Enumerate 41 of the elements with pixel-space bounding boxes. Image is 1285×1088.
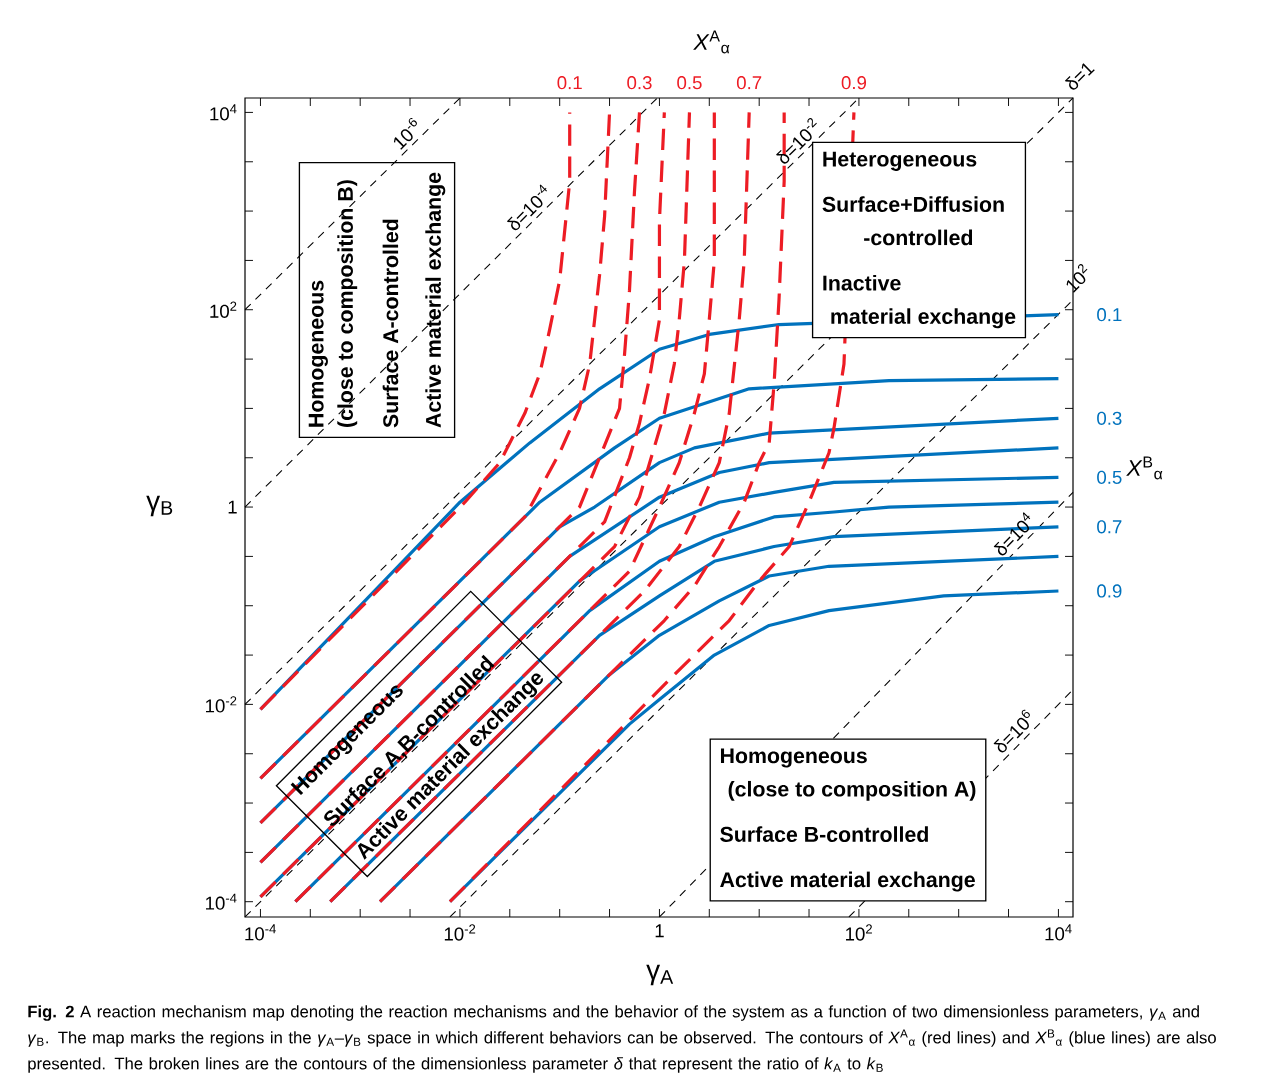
annotation: Homogeneous [308, 280, 328, 427]
text: 0.9 [1097, 584, 1122, 598]
y-tick-label: 10$^{4}$ [210, 104, 237, 121]
series-label: 0.9 [841, 76, 867, 90]
annotation: 10$^{2}$ [1066, 264, 1088, 293]
annotation: δ=1 [1064, 63, 1095, 90]
series-label: 0.7 [736, 76, 762, 90]
annotation: Homogeneous [720, 748, 867, 768]
annotation: Active material exchange [425, 172, 446, 428]
series-label: 0.1 [557, 76, 582, 90]
annotation: Surface+Diffusion [822, 196, 1004, 212]
x-tick-label: 1 [655, 924, 664, 938]
series-label: 0.5 [677, 76, 702, 90]
annotation: Surface A-controlled [382, 219, 399, 428]
text: 0.5 [1097, 470, 1122, 484]
annotation: Surface B-controlled [720, 826, 928, 842]
x2-axis-title: X$^{A}$α [693, 30, 730, 54]
annotation: material exchange [831, 308, 1016, 329]
annotation: Active material exchange [720, 871, 975, 892]
x-tick-label: 10$^{4}$ [1045, 924, 1072, 941]
annotation: (close to composition B) [337, 180, 358, 427]
series-label: 0.3 [627, 76, 652, 90]
text: 0.3 [1097, 411, 1122, 425]
x-axis-title: γ$_{A}$ [646, 964, 674, 986]
annotation: (close to composition A) [728, 780, 976, 801]
annotation: 10$^{-6}$ [393, 118, 417, 150]
annotation: Inactive [823, 274, 901, 291]
text: 0.7 [1097, 520, 1122, 534]
x-tick-label: 10$^{2}$ [846, 924, 872, 941]
annotation: Heterogeneous [823, 151, 977, 171]
y-tick-label: 10$^{2}$ [210, 301, 237, 318]
text: 0.1 [1097, 308, 1122, 322]
text: Fig. 2 A reaction mechanism map denoting the reaction mechanisms and the behavior of the system as a function of two dimensionless parameters, γ$_{A}$ and γ$_{B}$. The map marks the regions in the γ$_{A}$–γ$_{B}$ space in which different behaviors can be observed. The contours of X$^{A}$$_{α}$ (red lines) and X$^{B}$$_{α}$ (blue lines) are also presented. The broken lines are the contours of the dimensionless parameter δ that represent the ratio of k$_{A}$ to k$_{B}$ [28, 1005, 1216, 1073]
annotation: -controlled [864, 229, 973, 246]
y-tick-label: 10$^{-4}$ [206, 893, 237, 910]
y2-axis-title: X$^{B}$α [1126, 456, 1163, 480]
y-tick-label: 10$^{-2}$ [206, 696, 237, 713]
y-axis-title: γ$_{B}$ [146, 495, 173, 517]
x-tick-label: 10$^{-4}$ [245, 924, 276, 941]
y-tick-label: 1 [228, 500, 237, 514]
x-tick-label: 10$^{-2}$ [444, 924, 476, 941]
